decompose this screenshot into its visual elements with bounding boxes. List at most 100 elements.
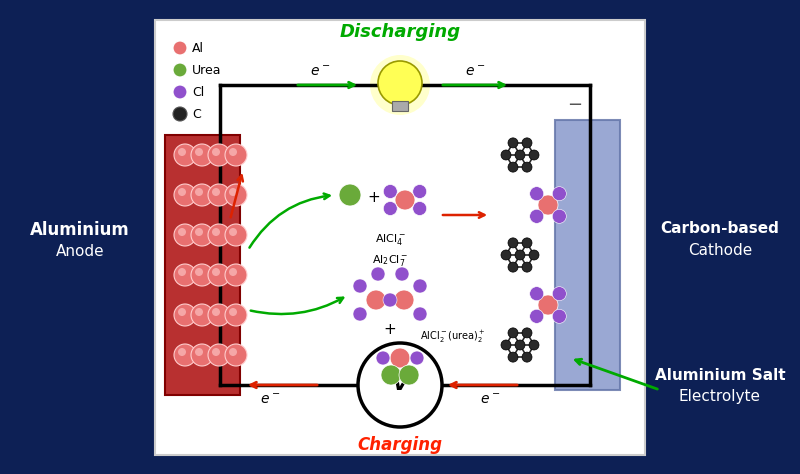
Circle shape <box>178 188 186 196</box>
Circle shape <box>229 268 237 276</box>
Text: +: + <box>368 190 380 204</box>
Text: V: V <box>393 375 407 394</box>
Circle shape <box>413 307 427 321</box>
Circle shape <box>229 348 237 356</box>
FancyBboxPatch shape <box>555 120 620 390</box>
Text: Anode: Anode <box>56 245 104 259</box>
Text: C: C <box>192 108 201 120</box>
Circle shape <box>501 340 511 350</box>
Circle shape <box>530 310 544 323</box>
FancyBboxPatch shape <box>155 20 645 455</box>
Circle shape <box>225 344 247 366</box>
Circle shape <box>515 150 525 160</box>
Circle shape <box>191 144 213 166</box>
Text: Al$_2$Cl$_7^-$: Al$_2$Cl$_7^-$ <box>372 253 408 268</box>
Circle shape <box>522 352 532 362</box>
Circle shape <box>178 228 186 236</box>
Circle shape <box>225 144 247 166</box>
Circle shape <box>173 63 187 77</box>
Circle shape <box>208 304 230 326</box>
Circle shape <box>413 184 426 199</box>
Text: $e^-$: $e^-$ <box>465 65 485 79</box>
Circle shape <box>501 250 511 260</box>
Circle shape <box>358 343 442 427</box>
Circle shape <box>191 224 213 246</box>
Circle shape <box>394 290 414 310</box>
Circle shape <box>395 267 409 281</box>
Circle shape <box>174 304 196 326</box>
Circle shape <box>195 308 203 316</box>
Circle shape <box>174 224 196 246</box>
Circle shape <box>530 287 544 301</box>
Circle shape <box>552 187 566 201</box>
Circle shape <box>225 184 247 206</box>
Text: Discharging: Discharging <box>339 23 461 41</box>
Circle shape <box>376 351 390 365</box>
Circle shape <box>212 228 220 236</box>
Circle shape <box>399 365 419 385</box>
Circle shape <box>178 268 186 276</box>
Circle shape <box>508 328 518 338</box>
Circle shape <box>339 184 361 206</box>
Circle shape <box>174 144 196 166</box>
Circle shape <box>522 162 532 172</box>
Text: Charging: Charging <box>358 436 442 454</box>
Circle shape <box>195 148 203 156</box>
Circle shape <box>522 238 532 248</box>
Circle shape <box>212 188 220 196</box>
FancyBboxPatch shape <box>165 135 240 395</box>
Circle shape <box>530 210 544 223</box>
Circle shape <box>208 344 230 366</box>
Circle shape <box>552 287 566 301</box>
Circle shape <box>529 340 539 350</box>
Circle shape <box>191 344 213 366</box>
Circle shape <box>353 307 367 321</box>
Circle shape <box>174 184 196 206</box>
Circle shape <box>195 348 203 356</box>
Circle shape <box>552 310 566 323</box>
Circle shape <box>383 184 398 199</box>
Circle shape <box>225 264 247 286</box>
Circle shape <box>212 348 220 356</box>
Text: Carbon-based: Carbon-based <box>661 220 779 236</box>
Circle shape <box>515 250 525 260</box>
Circle shape <box>413 201 426 216</box>
Circle shape <box>413 279 427 293</box>
Text: $e^-$: $e^-$ <box>480 393 500 407</box>
Circle shape <box>229 188 237 196</box>
Text: Aluminium Salt: Aluminium Salt <box>654 367 786 383</box>
Circle shape <box>225 224 247 246</box>
Circle shape <box>508 162 518 172</box>
Circle shape <box>173 107 187 121</box>
Circle shape <box>381 365 401 385</box>
Text: Cl: Cl <box>192 85 204 99</box>
Circle shape <box>191 264 213 286</box>
Text: +: + <box>384 322 396 337</box>
Circle shape <box>508 238 518 248</box>
Circle shape <box>371 267 385 281</box>
Circle shape <box>522 262 532 272</box>
Circle shape <box>191 304 213 326</box>
Circle shape <box>538 195 558 215</box>
Circle shape <box>178 148 186 156</box>
Circle shape <box>501 150 511 160</box>
Text: $e^-$: $e^-$ <box>260 393 280 407</box>
Circle shape <box>529 250 539 260</box>
Circle shape <box>508 262 518 272</box>
Text: Urea: Urea <box>192 64 222 76</box>
Circle shape <box>366 290 386 310</box>
Circle shape <box>208 144 230 166</box>
Circle shape <box>208 184 230 206</box>
Circle shape <box>195 268 203 276</box>
Circle shape <box>538 295 558 315</box>
Circle shape <box>191 184 213 206</box>
Circle shape <box>530 187 544 201</box>
Circle shape <box>529 150 539 160</box>
Circle shape <box>229 228 237 236</box>
Circle shape <box>522 328 532 338</box>
Circle shape <box>212 148 220 156</box>
Text: Electrolyte: Electrolyte <box>679 390 761 404</box>
Circle shape <box>508 138 518 148</box>
Circle shape <box>195 188 203 196</box>
Circle shape <box>229 148 237 156</box>
